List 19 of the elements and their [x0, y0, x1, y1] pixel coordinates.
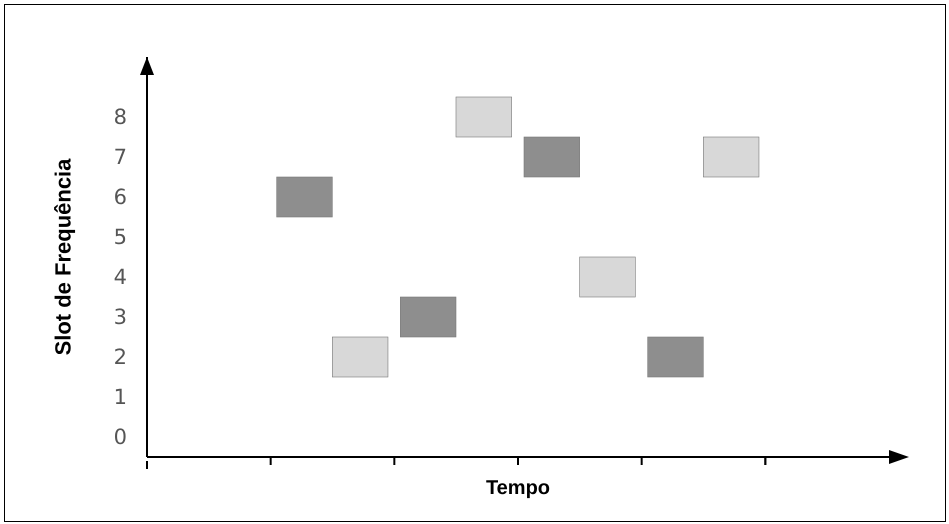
y-tick-label: 1: [114, 385, 127, 409]
y-tick-label: 8: [114, 105, 127, 129]
y-tick-label: 3: [114, 305, 127, 329]
y-tick-label: 6: [114, 185, 127, 209]
bar: [400, 296, 456, 338]
y-axis-title: Slot de Frequência: [50, 158, 76, 356]
bar: [524, 136, 580, 178]
bar: [332, 336, 388, 378]
y-tick-label: 2: [114, 345, 127, 369]
y-tick-label: 7: [114, 145, 127, 169]
y-tick-label: 4: [114, 265, 127, 289]
x-axis-title: Tempo: [484, 477, 552, 500]
bar: [647, 336, 704, 378]
bar: [456, 96, 512, 138]
bar: [579, 256, 636, 298]
y-tick-label: 0: [114, 425, 127, 449]
bar: [276, 176, 333, 218]
bar: [703, 136, 760, 178]
y-tick-label: 5: [114, 225, 127, 249]
